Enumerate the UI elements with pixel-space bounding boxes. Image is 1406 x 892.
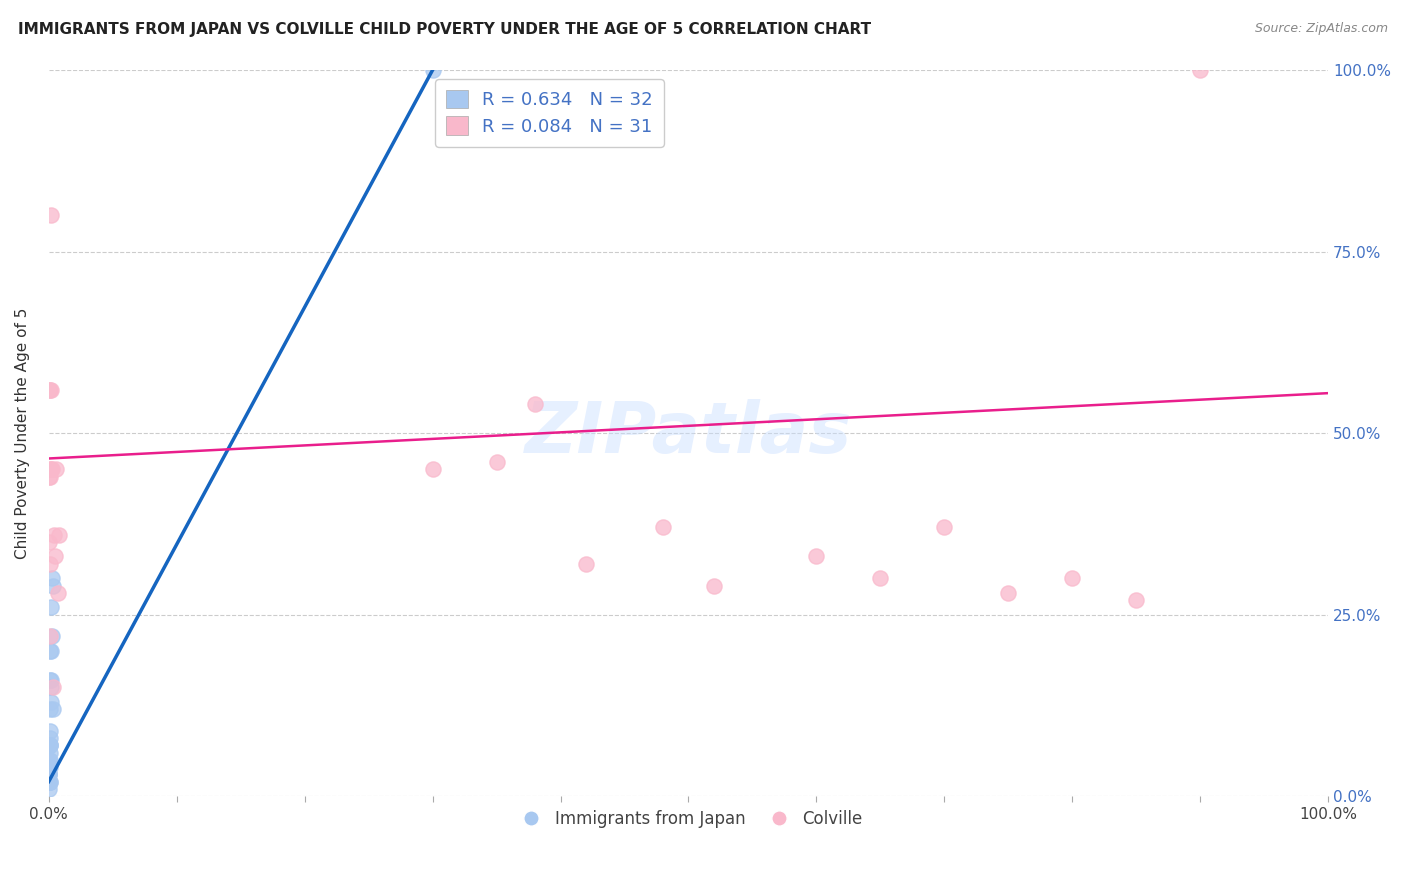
Point xyxy=(422,462,444,476)
Point xyxy=(651,520,673,534)
Point xyxy=(38,739,60,753)
Point xyxy=(1125,593,1147,607)
Point xyxy=(41,462,63,476)
Point xyxy=(39,600,62,615)
Text: IMMIGRANTS FROM JAPAN VS COLVILLE CHILD POVERTY UNDER THE AGE OF 5 CORRELATION C: IMMIGRANTS FROM JAPAN VS COLVILLE CHILD … xyxy=(18,22,872,37)
Point xyxy=(934,520,956,534)
Point xyxy=(41,680,63,694)
Point xyxy=(39,731,62,745)
Point xyxy=(39,644,62,658)
Point xyxy=(42,527,65,541)
Point xyxy=(38,760,60,774)
Point xyxy=(44,549,66,564)
Point xyxy=(38,469,60,483)
Point xyxy=(38,774,60,789)
Point xyxy=(38,760,60,774)
Text: Source: ZipAtlas.com: Source: ZipAtlas.com xyxy=(1254,22,1388,36)
Point xyxy=(485,455,508,469)
Point xyxy=(39,723,62,738)
Point xyxy=(38,753,60,767)
Point xyxy=(38,629,60,643)
Point xyxy=(1062,571,1084,585)
Point xyxy=(703,578,725,592)
Point xyxy=(38,760,60,774)
Point xyxy=(422,63,444,78)
Point xyxy=(39,739,62,753)
Text: ZIPatlas: ZIPatlas xyxy=(524,399,852,467)
Point xyxy=(997,586,1019,600)
Point xyxy=(38,462,60,476)
Point xyxy=(41,571,63,585)
Point xyxy=(39,695,62,709)
Point xyxy=(38,774,60,789)
Point xyxy=(38,781,60,796)
Point xyxy=(38,383,60,397)
Point xyxy=(38,767,60,781)
Point xyxy=(39,673,62,687)
Point xyxy=(39,462,62,476)
Point xyxy=(806,549,828,564)
Point xyxy=(39,208,62,222)
Point xyxy=(38,383,60,397)
Point xyxy=(38,767,60,781)
Point xyxy=(38,774,60,789)
Point xyxy=(575,557,598,571)
Point xyxy=(1189,63,1212,78)
Point xyxy=(38,739,60,753)
Point xyxy=(42,702,65,716)
Point xyxy=(39,469,62,483)
Point xyxy=(39,557,62,571)
Point xyxy=(869,571,891,585)
Point xyxy=(39,673,62,687)
Y-axis label: Child Poverty Under the Age of 5: Child Poverty Under the Age of 5 xyxy=(15,308,30,558)
Point xyxy=(38,746,60,760)
Point xyxy=(39,383,62,397)
Point xyxy=(48,527,70,541)
Point xyxy=(38,767,60,781)
Point xyxy=(39,644,62,658)
Point xyxy=(41,629,63,643)
Point xyxy=(38,702,60,716)
Point xyxy=(38,753,60,767)
Point xyxy=(41,578,63,592)
Point xyxy=(39,680,62,694)
Legend: Immigrants from Japan, Colville: Immigrants from Japan, Colville xyxy=(508,804,869,835)
Point xyxy=(38,535,60,549)
Point xyxy=(38,774,60,789)
Point xyxy=(45,462,67,476)
Point xyxy=(46,586,69,600)
Point xyxy=(523,397,546,411)
